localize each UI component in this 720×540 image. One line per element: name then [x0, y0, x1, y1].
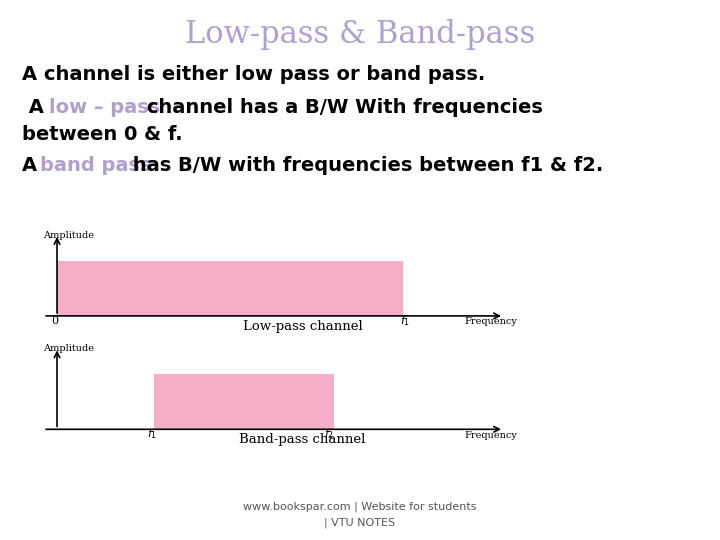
Bar [154, 374, 333, 429]
Text: Low-pass & Band-pass: Low-pass & Band-pass [185, 19, 535, 50]
Text: Amplitude: Amplitude [43, 231, 94, 240]
Text: Band-pass channel: Band-pass channel [239, 433, 366, 446]
Text: | VTU NOTES: | VTU NOTES [325, 517, 395, 528]
Text: has B/W with frequencies between f1 & f2.: has B/W with frequencies between f1 & f2… [126, 156, 603, 174]
Text: $f_1$: $f_1$ [147, 428, 157, 442]
Text: between 0 & f.: between 0 & f. [22, 125, 182, 144]
Text: $f_1$: $f_1$ [400, 314, 410, 328]
Text: A: A [22, 98, 50, 117]
Text: Frequency: Frequency [465, 318, 518, 326]
Text: Low-pass channel: Low-pass channel [243, 320, 362, 333]
Text: low – pass: low – pass [49, 98, 161, 117]
Text: www.bookspar.com | Website for students: www.bookspar.com | Website for students [243, 501, 477, 511]
Text: 0: 0 [52, 316, 58, 326]
Text: Frequency: Frequency [465, 431, 518, 440]
Text: A: A [22, 156, 43, 174]
Text: A channel is either low pass or band pass.: A channel is either low pass or band pas… [22, 65, 485, 84]
Text: Amplitude: Amplitude [43, 345, 94, 353]
Text: band pass: band pass [40, 156, 151, 174]
Bar [57, 261, 402, 316]
Text: $f_2$: $f_2$ [324, 428, 334, 442]
Text: channel has a B/W With frequencies: channel has a B/W With frequencies [140, 98, 544, 117]
